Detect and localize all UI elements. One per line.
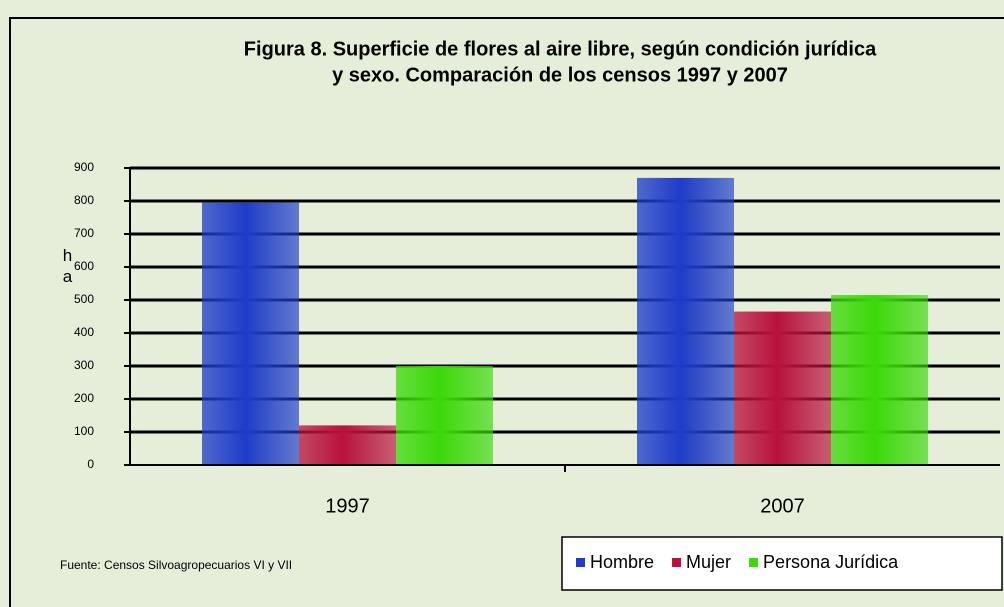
y-tick-label: 100 — [74, 424, 94, 438]
y-tick-label: 900 — [74, 160, 94, 174]
bar — [734, 311, 831, 465]
legend-label: Persona Jurídica — [763, 552, 899, 572]
chart-title: Figura 8. Superficie de flores al aire l… — [244, 38, 877, 60]
legend-swatch — [672, 558, 682, 567]
legend-label: Mujer — [686, 552, 731, 572]
y-tick-label: 500 — [74, 292, 94, 306]
y-tick-label: 400 — [74, 325, 94, 339]
source-note: Fuente: Censos Silvoagropecuarios VI y V… — [60, 558, 292, 572]
legend-swatch — [576, 558, 585, 567]
legend-swatch — [749, 558, 759, 567]
chart-title: y sexo. Comparación de los censos 1997 y… — [332, 64, 788, 86]
bar — [831, 295, 928, 465]
y-tick-label: 700 — [74, 226, 94, 240]
frame — [9, 17, 1004, 607]
x-tick-label: 2007 — [760, 495, 805, 517]
y-tick-label: 0 — [87, 457, 94, 471]
y-tick-label: 600 — [74, 259, 94, 273]
y-tick-label: 300 — [74, 358, 94, 372]
legend-label: Hombre — [590, 552, 654, 572]
y-axis-label: ha — [58, 246, 77, 288]
bar — [396, 366, 493, 465]
y-tick-label: 200 — [74, 391, 94, 405]
bar — [299, 425, 396, 465]
bar — [637, 177, 734, 465]
x-tick-label: 1997 — [325, 495, 370, 517]
legend — [561, 536, 1003, 591]
y-tick-label: 800 — [74, 193, 94, 207]
bar — [202, 202, 299, 465]
